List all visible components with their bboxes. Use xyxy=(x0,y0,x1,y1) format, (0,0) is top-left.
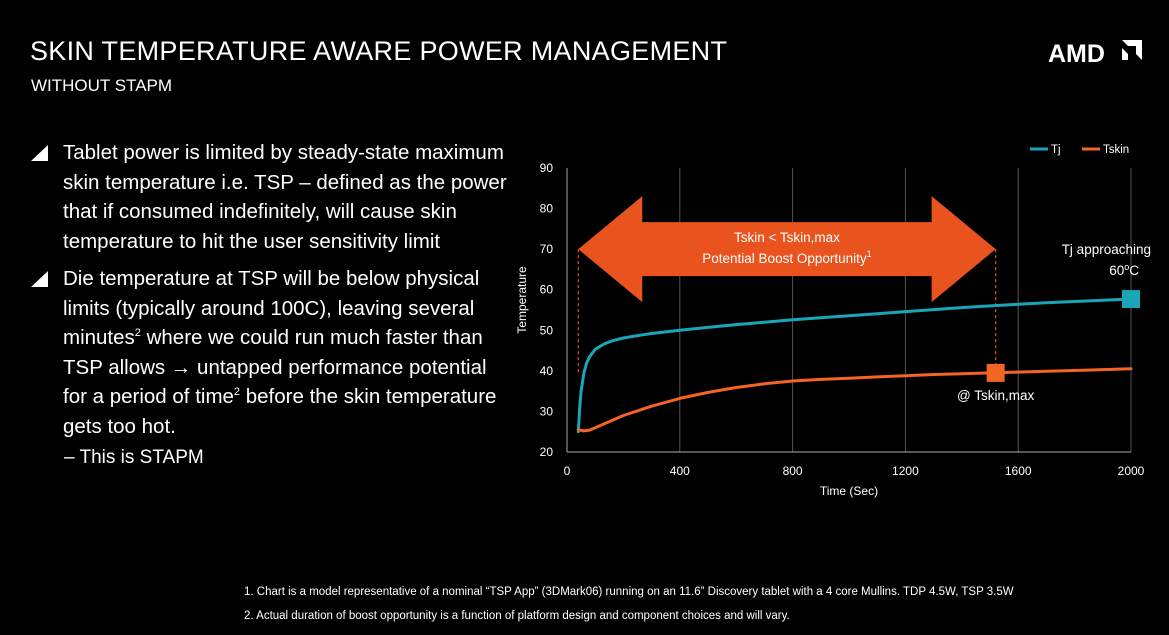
bullet-list: Tablet power is limited by steady-state … xyxy=(30,138,510,473)
amd-logo: AMD xyxy=(1048,40,1142,68)
y-tick-label: 70 xyxy=(540,242,554,256)
legend-label-tskin: Tskin xyxy=(1103,144,1129,156)
x-tick-label: 1600 xyxy=(1005,464,1032,478)
amd-arrow-icon xyxy=(1122,40,1142,60)
bullet-triangle-icon xyxy=(31,145,48,161)
series-line-tj xyxy=(576,297,1133,434)
x-tick-label: 800 xyxy=(783,464,803,478)
footnote-1: 1. Chart is a model representative of a … xyxy=(244,586,1014,598)
y-tick-label: 30 xyxy=(540,404,554,418)
boost-opportunity-arrow xyxy=(578,196,996,303)
bullet-text-2d: before the skin temperature gets too hot… xyxy=(63,385,497,438)
bullet-item-2: Die temperature at TSP will be below phy… xyxy=(30,264,510,441)
x-axis-label: Time (Sec) xyxy=(820,484,878,498)
y-tick-label: 60 xyxy=(540,283,554,297)
bullet-item-1: Tablet power is limited by steady-state … xyxy=(30,138,510,256)
series-line-tskin xyxy=(576,367,1133,433)
y-tick-label: 80 xyxy=(540,202,554,216)
footnote-ref: 2 xyxy=(134,327,141,340)
bullet-text-2c: untapped performance potential for a per… xyxy=(63,355,487,409)
temperature-chart: 20 30 40 50 60 70 80 90 0 400 800 1200 1600 2000 Time … xyxy=(515,144,1151,498)
y-tick-label: 40 xyxy=(540,364,554,378)
y-tick-label: 20 xyxy=(540,445,554,459)
amd-logo-text: AMD xyxy=(1048,40,1105,68)
arrow-label-line-2: Potential Boost Opportunity1 xyxy=(702,249,871,266)
marker-tskin xyxy=(986,363,1005,382)
x-tick-label: 2000 xyxy=(1118,464,1145,478)
marker-tj xyxy=(1122,290,1140,309)
tj-marker-label-line-2: 60oC xyxy=(1109,262,1139,278)
tj-marker-label-line-1: Tj approaching xyxy=(1062,242,1151,257)
footnote-ref: 2 xyxy=(233,386,241,399)
y-tick-label: 50 xyxy=(540,323,554,337)
page-subtitle: WITHOUT STAPM xyxy=(31,76,173,95)
x-tick-label: 1200 xyxy=(892,464,919,478)
bullet-text-2a: Die temperature at TSP will be below phy… xyxy=(63,267,480,349)
legend-label-tj: Tj xyxy=(1051,144,1061,156)
right-arrow-icon: → xyxy=(170,355,192,379)
y-axis-label: Temperature xyxy=(515,266,529,334)
footnote-2: 2. Actual duration of boost opportunity … xyxy=(244,610,790,622)
x-tick-label: 0 xyxy=(564,464,571,478)
x-tick-label: 400 xyxy=(670,464,690,478)
bullet-text-2b: where we could run much faster than TSP … xyxy=(63,326,483,379)
y-tick-label: 90 xyxy=(540,161,554,175)
tskin-marker-label: @ Tskin,max xyxy=(957,388,1034,403)
sub-bullet: – This is STAPM xyxy=(64,447,204,468)
page-title: SKIN TEMPERATURE AWARE POWER MANAGEMENT xyxy=(30,36,728,66)
arrow-label-line-1: Tskin < Tskin,max xyxy=(734,230,840,245)
bullet-text-1: Tablet power is limited by steady-state … xyxy=(63,141,507,253)
bullet-triangle-icon xyxy=(31,271,48,287)
